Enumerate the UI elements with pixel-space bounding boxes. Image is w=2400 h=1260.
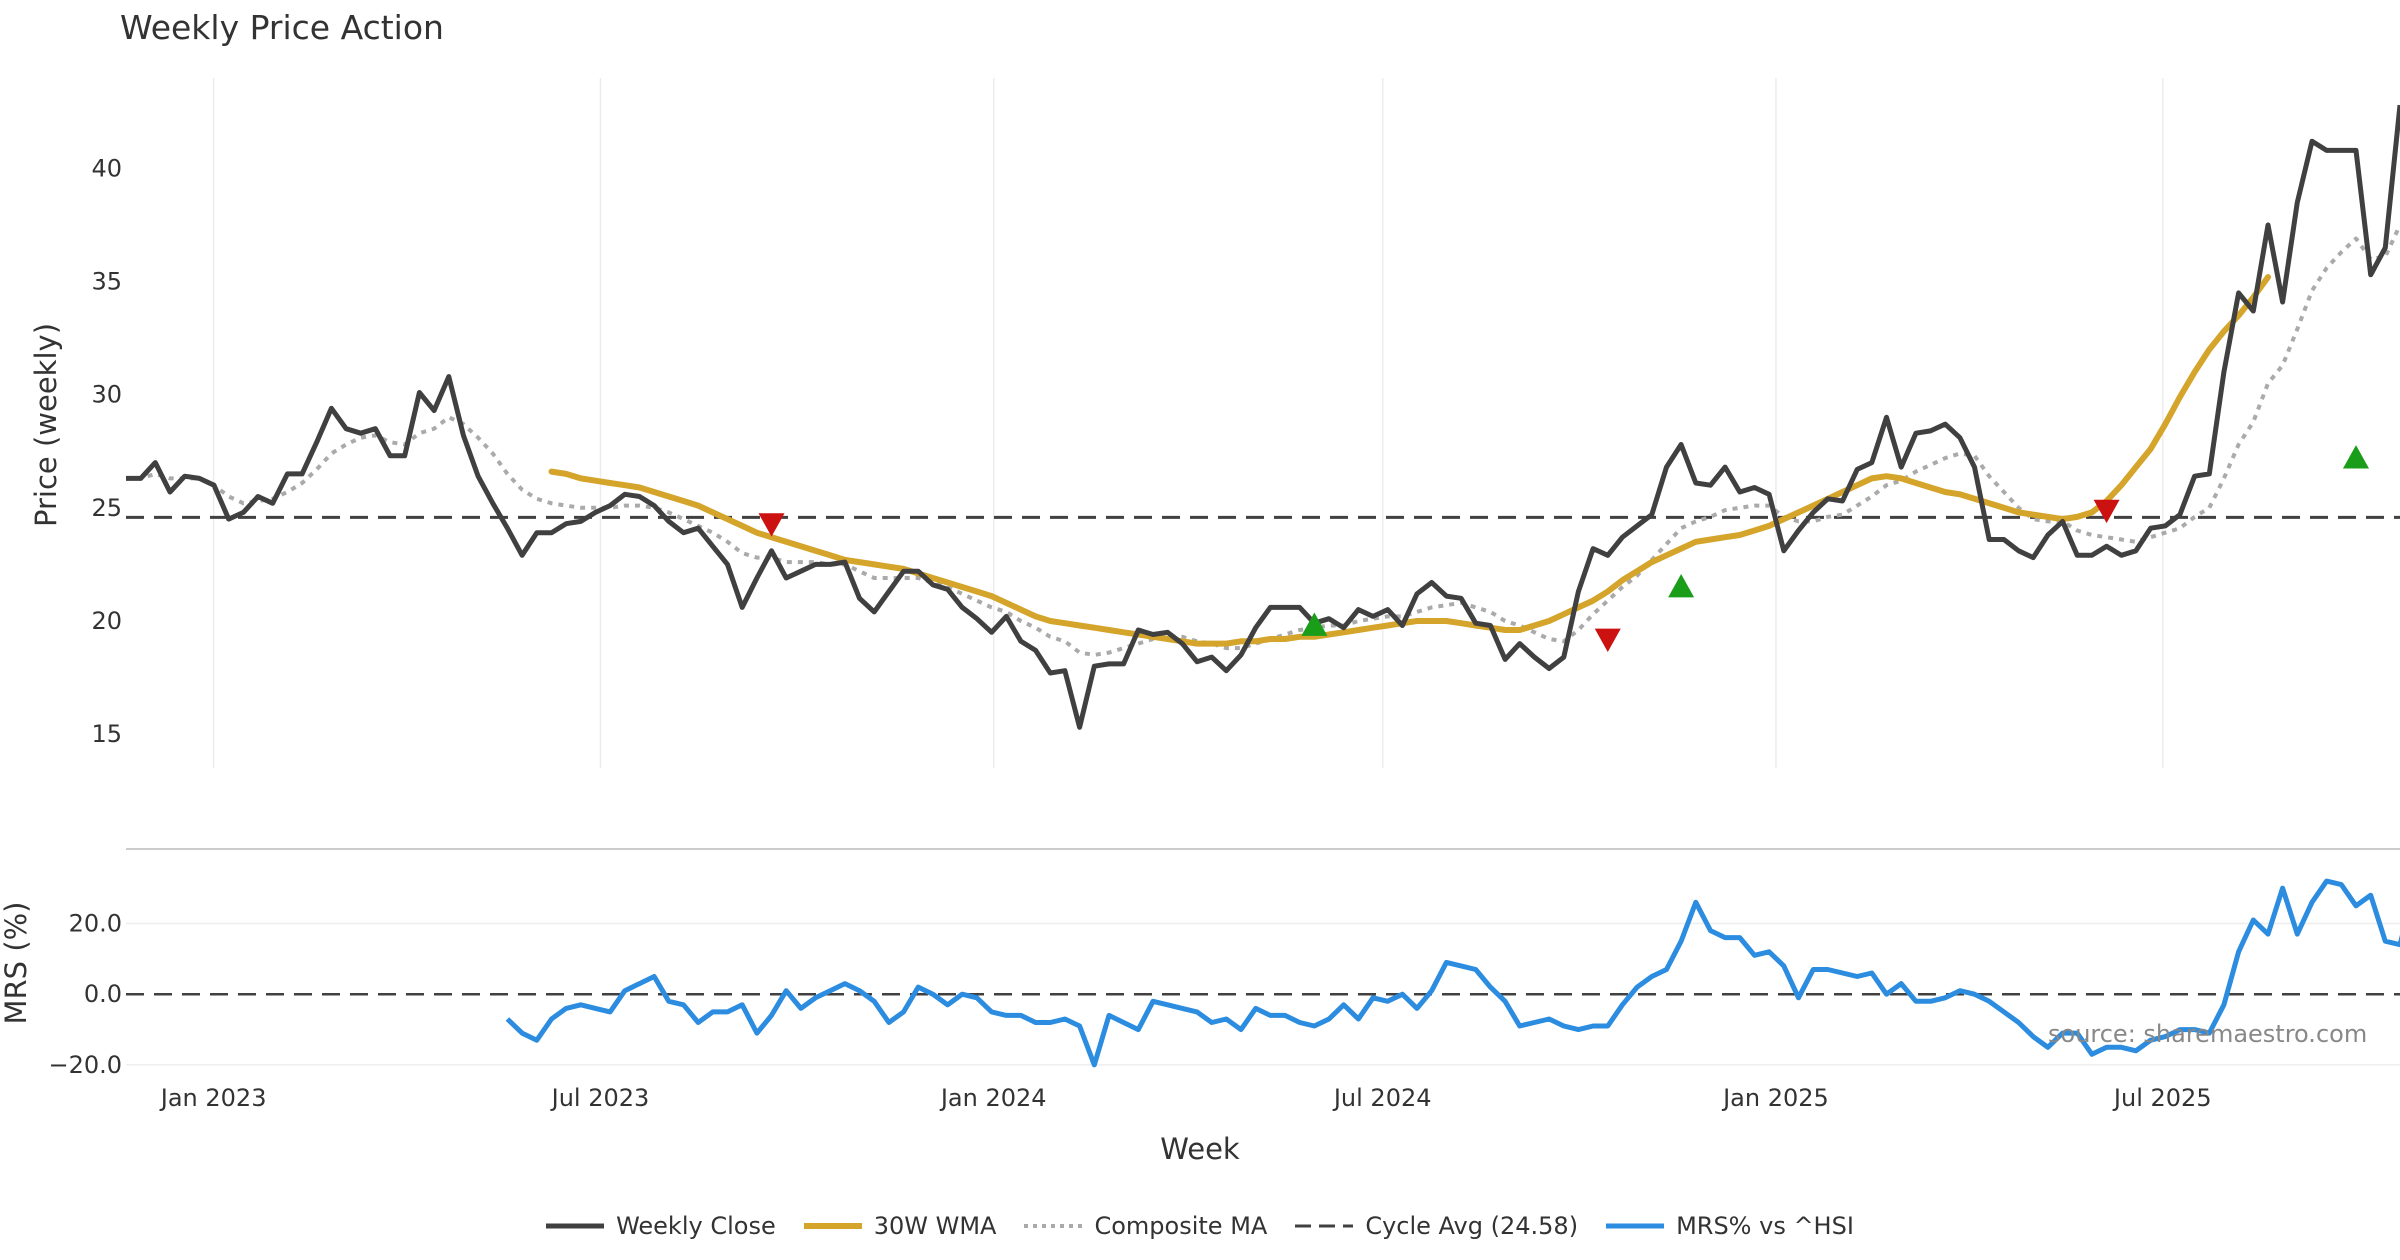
chart-title: Weekly Price Action <box>120 8 444 47</box>
legend-item-composite-ma: Composite MA <box>1024 1212 1267 1240</box>
signal-markers <box>758 445 2369 653</box>
mrs-y-tick-label: −20.0 <box>48 1051 122 1079</box>
x-axis-ticks: Jan 2023 Jul 2023 Jan 2024 Jul 2024 Jan 2025… <box>159 1084 2212 1112</box>
legend-item-cycle-avg: Cycle Avg (24.58) <box>1295 1212 1578 1240</box>
x-tick-label: Jul 2024 <box>1332 1084 1432 1112</box>
x-tick-label: Jan 2025 <box>1721 1084 1829 1112</box>
buy-signal-marker <box>2342 445 2369 469</box>
legend-item-30w-wma: 30W WMA <box>803 1212 997 1240</box>
buy-signal-marker <box>1668 574 1695 598</box>
legend-swatch-mrs <box>1606 1223 1665 1229</box>
mrs-y-ticks: −20.0 0.0 20.0 <box>48 910 122 1079</box>
price-y-tick-label: 15 <box>91 720 122 748</box>
x-axis-label: Week <box>1160 1132 1240 1166</box>
mrs-y-axis-label: MRS (%) <box>0 902 33 1025</box>
mrs-series-group <box>126 878 2400 1068</box>
sell-signal-marker <box>758 513 785 537</box>
legend-item-mrs: MRS% vs ^HSI <box>1606 1212 1854 1240</box>
weekly-close-line <box>126 104 2400 730</box>
price-y-ticks: 15 20 25 30 35 40 <box>91 154 122 748</box>
source-annotation: source: sharemaestro.com <box>2048 1020 2368 1048</box>
price-series-group <box>126 104 2400 730</box>
mrs-y-tick-label: 20.0 <box>69 910 122 938</box>
legend-swatch-composite-ma <box>1024 1224 1083 1228</box>
x-tick-label: Jul 2023 <box>550 1084 650 1112</box>
legend-swatch-cycle-avg <box>1295 1224 1354 1228</box>
legend-label: Weekly Close <box>616 1212 776 1240</box>
price-y-tick-label: 40 <box>91 154 122 182</box>
price-y-tick-label: 25 <box>91 494 122 522</box>
price-gridlines <box>212 78 2164 768</box>
price-y-tick-label: 35 <box>91 268 122 296</box>
mrs-line <box>505 878 2400 1068</box>
composite-ma-line <box>126 224 2400 657</box>
sell-signal-marker <box>2093 499 2120 524</box>
sell-signal-marker <box>1594 628 1621 653</box>
legend-swatch-30w-wma <box>803 1223 862 1229</box>
x-tick-label: Jan 2024 <box>939 1084 1047 1112</box>
price-y-tick-label: 20 <box>91 607 122 635</box>
legend-item-weekly-close: Weekly Close <box>546 1212 776 1240</box>
legend: Weekly Close 30W WMA Composite MA Cycle … <box>0 1212 2400 1240</box>
mrs-y-tick-label: 0.0 <box>84 980 122 1008</box>
legend-label: Composite MA <box>1094 1212 1268 1240</box>
x-tick-label: Jul 2025 <box>2112 1084 2212 1112</box>
legend-label: Cycle Avg (24.58) <box>1365 1212 1579 1240</box>
wma-30w-line <box>548 274 2271 647</box>
mrs-gridlines <box>126 922 2400 1066</box>
price-y-tick-label: 30 <box>91 381 122 409</box>
buy-signal-marker <box>1301 612 1328 636</box>
legend-label: 30W WMA <box>873 1212 997 1240</box>
legend-swatch-weekly-close <box>546 1223 605 1229</box>
legend-label: MRS% vs ^HSI <box>1676 1212 1854 1240</box>
price-y-axis-label: Price (weekly) <box>29 323 63 527</box>
x-tick-label: Jan 2023 <box>159 1084 267 1112</box>
